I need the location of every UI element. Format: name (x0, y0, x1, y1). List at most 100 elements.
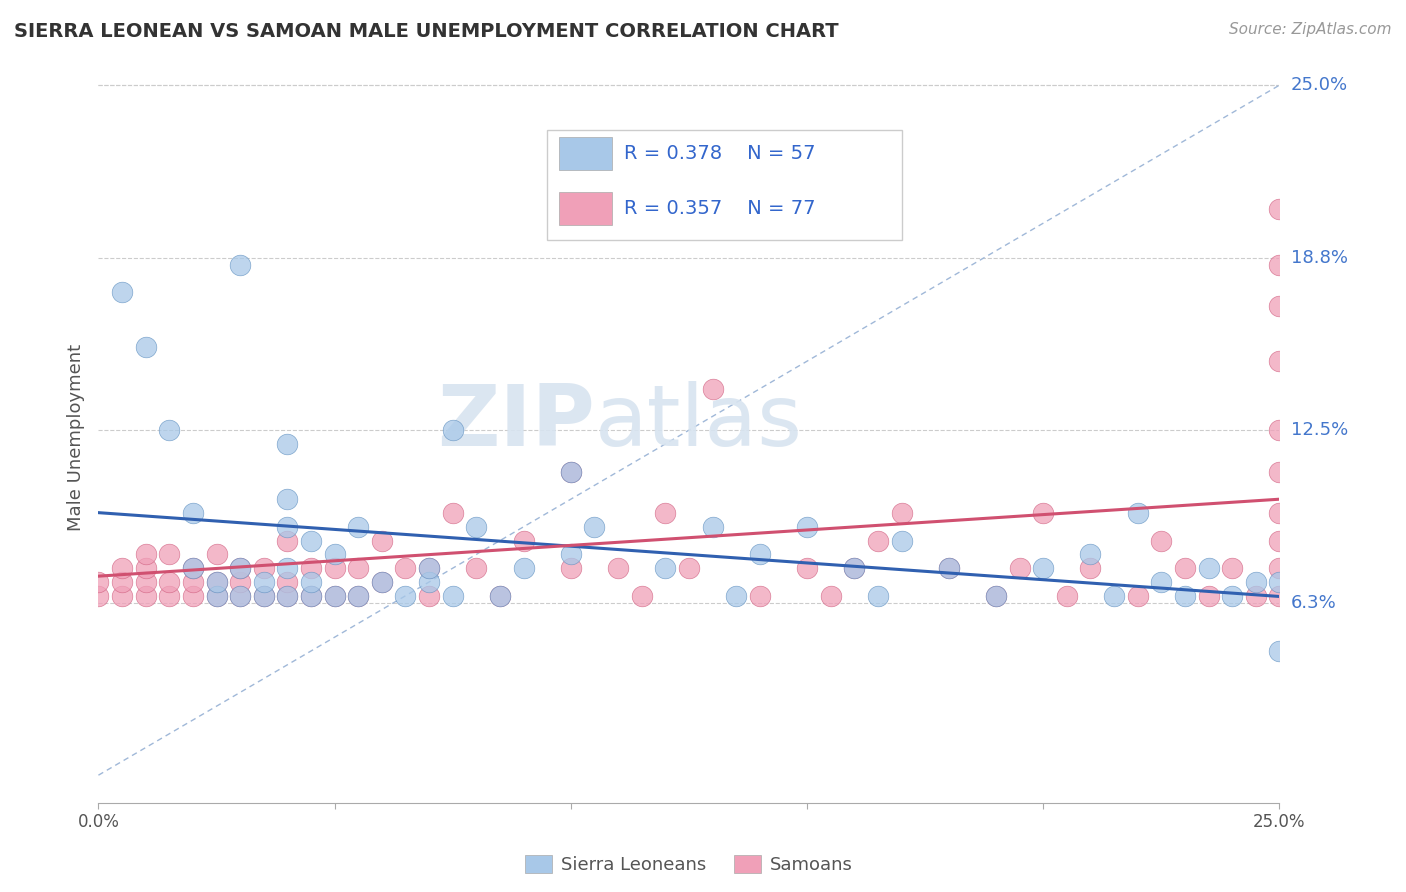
Point (1220, 561, 1243, 575)
Point (1268, 589, 1291, 603)
Point (796, 520, 818, 534)
Point (1268, 354, 1291, 368)
Point (1126, 506, 1149, 520)
Point (157, 589, 180, 603)
Point (111, 574, 134, 589)
Point (111, 285, 134, 300)
Point (1102, 589, 1125, 603)
Point (678, 561, 700, 575)
Point (725, 589, 748, 603)
Point (299, 589, 322, 603)
Point (347, 589, 370, 603)
Point (394, 589, 416, 603)
Point (157, 548, 180, 562)
Point (489, 589, 512, 603)
Point (394, 561, 416, 575)
Point (347, 589, 370, 603)
Y-axis label: Male Unemployment: Male Unemployment (66, 343, 84, 531)
Point (205, 589, 228, 603)
Point (512, 561, 534, 575)
Point (299, 561, 322, 575)
Point (347, 520, 370, 534)
Point (253, 589, 276, 603)
Point (1244, 589, 1267, 603)
Point (276, 492, 298, 507)
Point (1220, 589, 1243, 603)
Point (1198, 561, 1220, 575)
Point (1268, 574, 1291, 589)
Point (229, 561, 252, 575)
Point (371, 574, 394, 589)
Point (512, 533, 534, 548)
Point (1056, 589, 1078, 603)
Point (583, 520, 606, 534)
Text: 6.3%: 6.3% (1291, 594, 1336, 612)
Point (87, 589, 110, 603)
Point (87, 574, 110, 589)
Point (323, 561, 346, 575)
Point (1268, 465, 1291, 479)
Point (489, 589, 512, 603)
Point (323, 589, 346, 603)
Point (299, 574, 322, 589)
Point (205, 574, 228, 589)
Point (938, 561, 960, 575)
Point (157, 574, 180, 589)
Point (418, 561, 440, 575)
Point (890, 533, 912, 548)
FancyBboxPatch shape (560, 192, 612, 225)
Point (323, 548, 346, 562)
Point (1268, 644, 1291, 658)
Point (1032, 561, 1054, 575)
Point (654, 506, 676, 520)
Point (1268, 423, 1291, 437)
Point (229, 574, 252, 589)
Point (276, 437, 298, 451)
Point (820, 589, 842, 603)
Point (890, 506, 912, 520)
Point (1150, 574, 1173, 589)
Point (205, 589, 228, 603)
Point (465, 520, 488, 534)
Point (253, 561, 276, 575)
Point (181, 561, 204, 575)
Point (1080, 548, 1102, 562)
Point (654, 561, 676, 575)
Point (323, 589, 346, 603)
Point (418, 589, 440, 603)
Point (560, 548, 582, 562)
Point (157, 423, 180, 437)
Point (1198, 589, 1220, 603)
Text: R = 0.357    N = 77: R = 0.357 N = 77 (624, 199, 815, 218)
Text: 12.5%: 12.5% (1291, 421, 1348, 439)
Point (441, 506, 464, 520)
Point (441, 589, 464, 603)
Point (418, 561, 440, 575)
Point (607, 561, 630, 575)
Point (748, 548, 770, 562)
Point (276, 561, 298, 575)
Point (229, 589, 252, 603)
Point (1244, 574, 1267, 589)
Point (276, 533, 298, 548)
Point (1174, 589, 1197, 603)
FancyBboxPatch shape (547, 130, 901, 240)
Point (702, 382, 724, 396)
Point (866, 533, 889, 548)
Text: SIERRA LEONEAN VS SAMOAN MALE UNEMPLOYMENT CORRELATION CHART: SIERRA LEONEAN VS SAMOAN MALE UNEMPLOYME… (14, 22, 839, 41)
Point (135, 340, 157, 354)
Point (371, 533, 394, 548)
Point (135, 561, 157, 575)
Point (371, 574, 394, 589)
Point (229, 589, 252, 603)
Point (299, 589, 322, 603)
Point (181, 561, 204, 575)
Text: ZIP: ZIP (437, 381, 595, 464)
Point (560, 561, 582, 575)
Point (441, 423, 464, 437)
Text: 25.0%: 25.0% (1291, 76, 1348, 95)
Point (748, 589, 770, 603)
Point (1008, 561, 1031, 575)
Text: R = 0.378    N = 57: R = 0.378 N = 57 (624, 144, 815, 162)
Point (630, 589, 652, 603)
